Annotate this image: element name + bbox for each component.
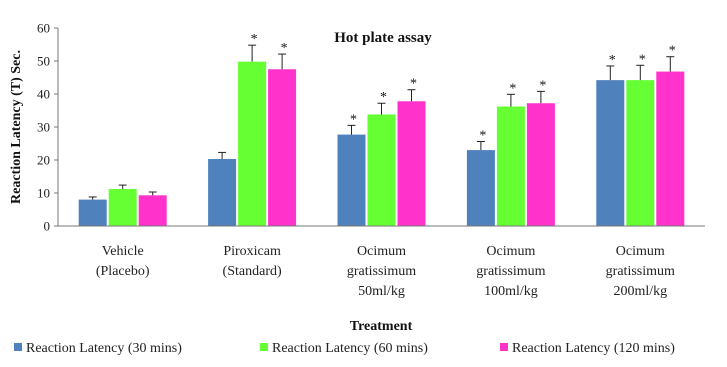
bar xyxy=(656,71,685,226)
y-tick-label: 40 xyxy=(37,87,50,102)
y-axis-title: Reaction Latency (T) Sec. xyxy=(9,50,24,204)
y-tick-label: 0 xyxy=(44,219,51,234)
legend-item: Reaction Latency (30 mins) xyxy=(14,341,182,356)
bar xyxy=(268,69,297,226)
y-tick-label: 50 xyxy=(37,54,50,69)
error-bar xyxy=(248,44,257,62)
error-bar xyxy=(536,90,545,104)
error-bar xyxy=(148,191,157,196)
bar xyxy=(526,103,555,226)
error-bar xyxy=(476,141,485,151)
significance-star: * xyxy=(509,81,516,96)
error-bar xyxy=(506,93,515,107)
error-bar xyxy=(88,196,97,200)
error-bar xyxy=(606,65,615,81)
error-bar xyxy=(666,56,675,72)
legend-label: Reaction Latency (120 mins) xyxy=(512,341,675,356)
x-category-label: Ocimum gratissimum 100ml/kg xyxy=(476,244,545,299)
bar xyxy=(626,80,655,226)
significance-star: * xyxy=(479,129,486,144)
significance-star: * xyxy=(669,44,676,59)
x-axis-title: Treatment xyxy=(350,319,413,334)
y-tick-label: 30 xyxy=(37,120,50,135)
bars xyxy=(78,61,685,226)
y-tick-label: 20 xyxy=(37,153,50,168)
x-category-label: Piroxicam (Standard) xyxy=(223,244,282,279)
bar xyxy=(78,199,107,226)
chart-title: Hot plate assay xyxy=(334,30,432,46)
error-bar xyxy=(218,151,227,160)
bar xyxy=(397,101,426,226)
bar xyxy=(596,80,625,226)
y-tick-label: 60 xyxy=(37,21,50,36)
legend-swatch xyxy=(260,343,268,351)
significance-markers: * * * * * * * * * * * xyxy=(251,32,676,143)
significance-star: * xyxy=(410,77,417,92)
significance-star: * xyxy=(539,78,546,93)
y-axis-ticks: 0 10 20 30 40 50 60 xyxy=(37,21,58,234)
significance-star: * xyxy=(350,112,357,127)
bar xyxy=(138,195,167,226)
error-bar xyxy=(407,89,416,102)
x-category-label: Ocimum gratissimum 200ml/kg xyxy=(606,244,675,299)
error-bar xyxy=(118,184,127,190)
legend-item: Reaction Latency (60 mins) xyxy=(260,341,428,356)
error-bar xyxy=(278,53,287,70)
significance-star: * xyxy=(609,53,616,68)
x-category-label: Vehicle (Placebo) xyxy=(96,244,150,279)
y-tick-label: 10 xyxy=(37,186,50,201)
error-bars xyxy=(88,44,675,200)
significance-star: * xyxy=(639,52,646,67)
legend-swatch xyxy=(500,343,508,351)
bar xyxy=(108,189,137,226)
significance-star: * xyxy=(281,41,288,56)
bar xyxy=(466,150,495,226)
bar xyxy=(337,134,366,226)
significance-star: * xyxy=(380,90,387,105)
bar xyxy=(208,159,237,226)
x-category-label: Ocimum gratissimum 50ml/kg xyxy=(347,244,416,299)
bar xyxy=(238,61,267,226)
legend-swatch xyxy=(14,343,22,351)
error-bar xyxy=(377,102,386,115)
legend-label: Reaction Latency (30 mins) xyxy=(26,341,182,356)
legend-label: Reaction Latency (60 mins) xyxy=(272,341,428,356)
bar xyxy=(367,114,396,226)
bar xyxy=(496,106,525,226)
legend: Reaction Latency (30 mins) Reaction Laten… xyxy=(14,341,675,356)
significance-star: * xyxy=(251,32,258,47)
error-bar xyxy=(636,64,645,81)
legend-item: Reaction Latency (120 mins) xyxy=(500,341,675,356)
error-bar xyxy=(347,124,356,135)
x-axis-categories: Vehicle (Placebo) Piroxicam (Standard) Ocimu… xyxy=(96,244,675,299)
